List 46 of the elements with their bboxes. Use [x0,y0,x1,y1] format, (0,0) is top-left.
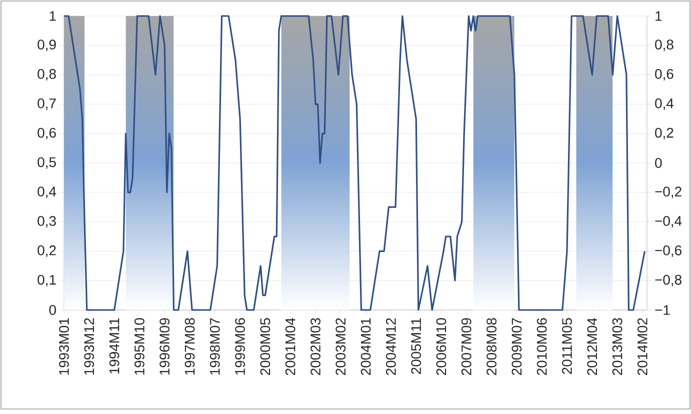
x-tick-label: 2001M04 [285,318,296,375]
x-tick-label: 2013M03 [612,318,622,375]
y2-tick-label: 1 [656,11,662,21]
y-tick-label: 0,8 [38,69,56,81]
y-tick-label: 1 [50,11,56,21]
y-tick-label: 0,6 [38,128,56,140]
x-tick-label: 2010M06 [536,318,547,375]
y-tick-label: 0,7 [38,98,56,110]
y2-tick-label: −1 [655,305,670,315]
y2-tick-label: −0,2 [655,186,682,198]
x-tick-label: 2009M07 [512,318,522,375]
x-tick-label: 2005M11 [411,318,422,374]
x-tick-label: 2006M10 [436,318,446,375]
y-tick-label: 0 [49,305,56,315]
x-tick-label: 2014M02 [637,318,648,375]
y2-tick-label: 0,4 [655,98,674,110]
y2-tick-label: 0,8 [655,40,674,52]
y2-tick-label: 0,2 [655,128,674,140]
y-tick-label: 0,3 [38,216,56,228]
y2-tick-label: 0,6 [655,69,674,81]
x-tick-label: 2004M01 [360,318,371,375]
x-tick-label: 1995M10 [134,318,144,375]
y-tick-label: 0,1 [38,274,56,286]
y-tick-label: 0,9 [38,40,56,52]
y2-tick-label: −0,8 [655,274,682,286]
x-tick-label: 2002M03 [310,318,320,375]
x-tick-label: 1993M01 [59,318,69,375]
x-tick-label: 2007M09 [461,318,472,375]
x-tick-label: 1997M08 [184,318,195,375]
y2-tick-label: −0,6 [655,245,682,257]
x-tick-label: 1998M07 [210,318,220,375]
x-tick-label: 2000M05 [260,318,270,375]
x-tick-label: 2012M04 [587,318,598,375]
y-tick-label: 0,5 [38,157,56,169]
x-tick-label: 2011M05 [562,318,572,374]
x-tick-label: 2003M02 [336,318,346,375]
y2-tick-label: −0,4 [655,216,682,228]
x-tick-label: 1996M09 [160,318,170,375]
x-tick-label: 1999M06 [235,318,245,375]
x-tick-label: 1993M12 [84,318,94,375]
x-tick-label: 1994M11 [109,318,120,374]
y-tick-label: 0,4 [38,186,56,198]
y2-tick-label: 0 [655,158,662,168]
x-tick-label: 2008M08 [486,318,496,375]
x-tick-label: 2004M12 [386,318,396,375]
y-tick-label: 0,2 [38,245,56,257]
